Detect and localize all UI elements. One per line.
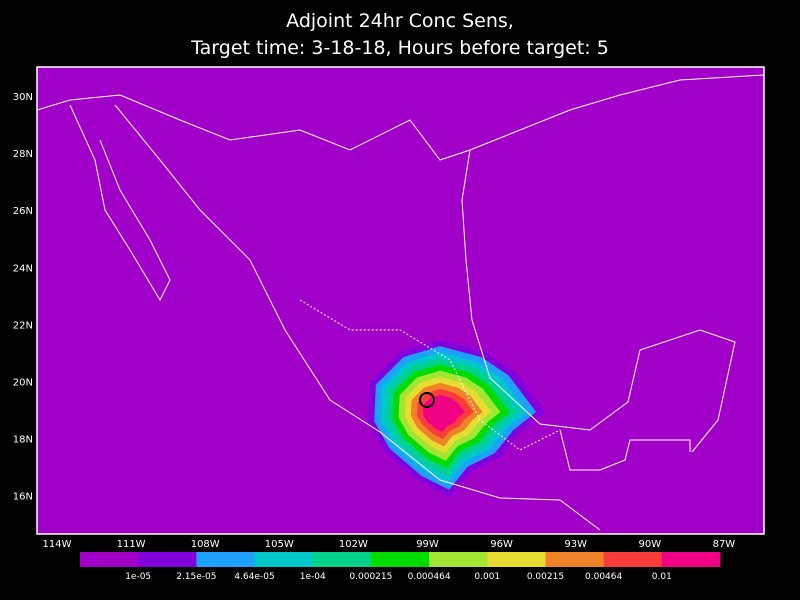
colorbar-label: 4.64e-05 <box>234 572 274 582</box>
colorbar-label: 0.00464 <box>585 572 622 582</box>
lon-label: 93W <box>564 539 587 550</box>
us-border <box>37 74 764 161</box>
lat-label: 16N <box>13 492 33 503</box>
map-frame <box>36 66 765 535</box>
lon-label: 102W <box>339 539 368 550</box>
colorbar-swatch <box>370 552 430 567</box>
colorbar-swatch <box>603 552 663 567</box>
colorbar-swatch <box>487 552 546 567</box>
colorbar-swatch <box>312 552 372 567</box>
colorbar-label: 0.00215 <box>527 572 564 582</box>
axis-labels: 30N 28N 26N 24N 22N 20N 18N 16N 114W 111W 108W 105W… <box>13 92 736 550</box>
title-line-1: Adjoint 24hr Conc Sens, <box>286 10 514 32</box>
lon-label: 111W <box>117 539 146 550</box>
colorbar-label: 0.000464 <box>408 572 451 582</box>
lon-label: 108W <box>191 539 220 550</box>
lon-label: 90W <box>638 539 661 550</box>
coastlines <box>37 74 764 531</box>
colorbar-swatch <box>138 552 197 567</box>
concentration-contours <box>368 340 545 497</box>
colorbar-label: 2.15e-05 <box>176 572 216 582</box>
title-line-2: Target time: 3-18-18, Hours before targe… <box>190 37 609 59</box>
colorbar-swatch <box>254 552 314 567</box>
lat-label: 30N <box>13 92 33 103</box>
colorbar: 1e-05 2.15e-05 4.64e-05 1e-04 0.000215 0.0004… <box>80 552 721 582</box>
colorbar-label: 0.01 <box>652 572 672 582</box>
lat-label: 20N <box>13 378 33 389</box>
colorbar-label: 0.000215 <box>349 572 392 582</box>
colorbar-label: 0.001 <box>474 572 500 582</box>
colorbar-swatch <box>661 552 721 567</box>
baja-california <box>69 104 171 302</box>
central-america <box>559 429 691 471</box>
lat-label: 26N <box>13 206 33 217</box>
lon-label: 99W <box>416 539 439 550</box>
pacific-coast <box>114 104 601 531</box>
lon-label: 105W <box>265 539 294 550</box>
map-area <box>37 67 764 534</box>
colorbar-swatch <box>429 552 488 567</box>
colorbar-label: 1e-04 <box>300 572 326 582</box>
lat-label: 24N <box>13 263 33 274</box>
colorbar-swatch <box>196 552 256 567</box>
colorbar-label: 1e-05 <box>125 572 151 582</box>
colorbar-swatch <box>545 552 605 567</box>
lat-label: 18N <box>13 435 33 446</box>
colorbar-swatch <box>80 552 139 567</box>
lon-label: 114W <box>43 539 72 550</box>
lon-label: 87W <box>713 539 736 550</box>
lat-label: 22N <box>13 320 33 331</box>
lon-label: 96W <box>490 539 513 550</box>
gulf-coast <box>461 149 736 453</box>
target-marker <box>419 392 435 408</box>
lat-label: 28N <box>13 149 33 160</box>
